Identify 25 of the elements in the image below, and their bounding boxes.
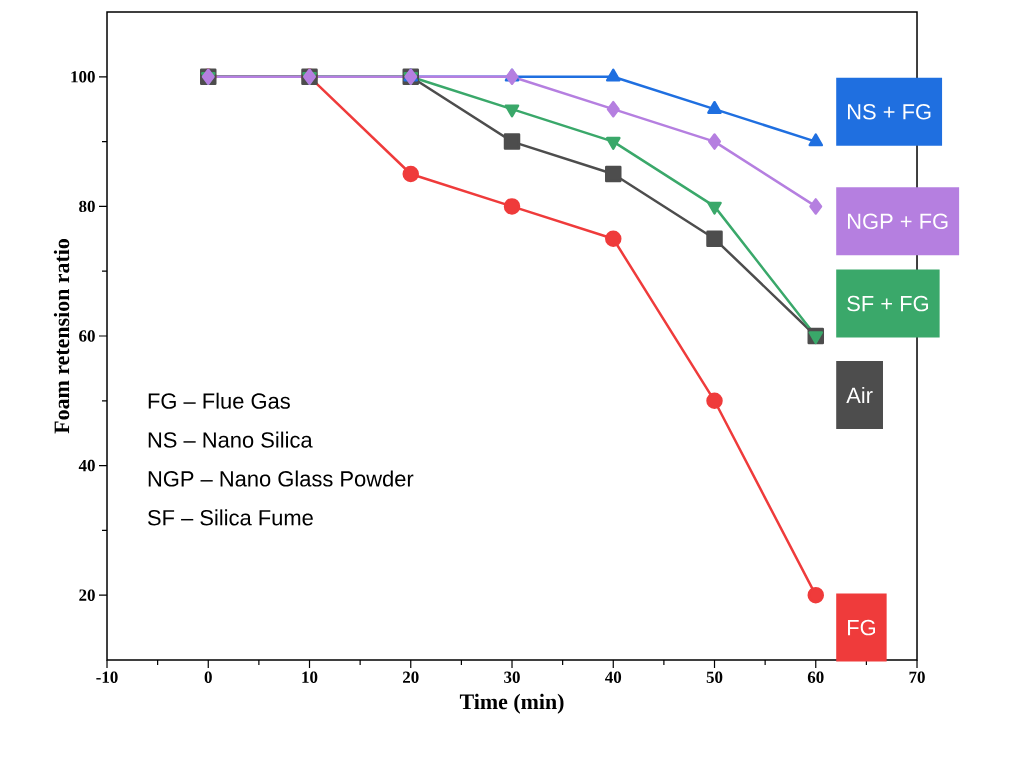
annotation: NS – Nano Silica xyxy=(148,431,313,448)
y-tick-label: 60 xyxy=(79,330,95,342)
annotation: FG – Flue Gas xyxy=(148,392,290,409)
text: Air xyxy=(846,387,873,403)
x-tick-label: 50 xyxy=(706,671,723,683)
series-label: SF + FG xyxy=(847,295,928,312)
series-label: NGP + FG xyxy=(848,213,948,230)
y-axis-title: Foam retension ratio xyxy=(53,239,70,434)
x-tick-label: 70 xyxy=(909,671,925,683)
y-tick-label: 80 xyxy=(79,200,95,213)
annotation: NGP – Nano Glass Powder xyxy=(148,470,414,487)
annotation: SF – Silica Fume xyxy=(147,509,313,526)
y-tick-label: 40 xyxy=(78,459,95,472)
x-tick-label: 10 xyxy=(302,671,318,683)
series-label: NS + FG xyxy=(848,104,931,120)
x-tick-label: -10 xyxy=(96,671,118,683)
y-tick-label: 100 xyxy=(71,71,95,83)
x-axis-title: Time (min) xyxy=(459,693,564,714)
x-tick-label: 20 xyxy=(403,671,419,683)
x-tick-label: 30 xyxy=(504,671,520,683)
y-tick-label: 20 xyxy=(79,589,95,601)
x-tick-label: 60 xyxy=(807,671,824,683)
x-tick-label: 0 xyxy=(204,671,212,683)
series-label: FG xyxy=(848,619,875,636)
x-tick-label: 40 xyxy=(605,671,622,683)
